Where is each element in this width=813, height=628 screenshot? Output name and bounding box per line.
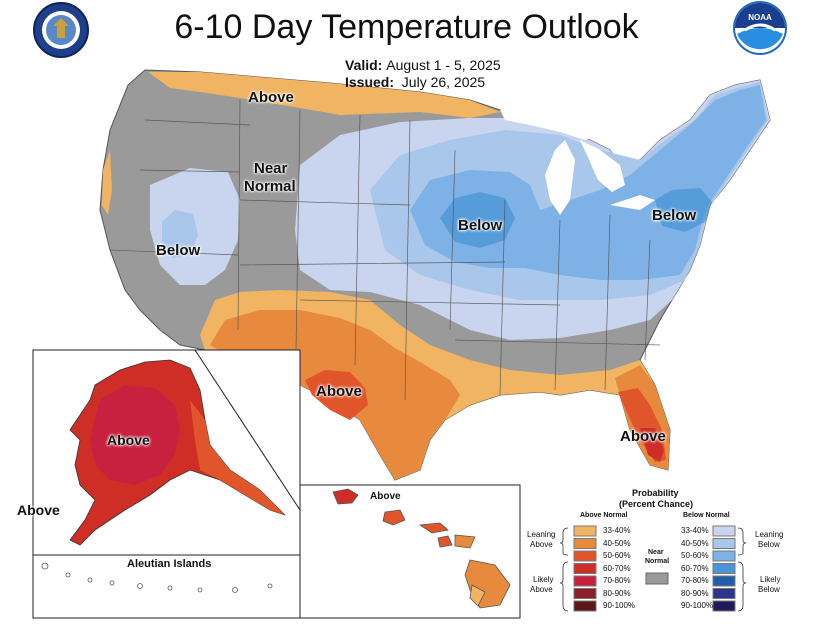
legend-near-2: Normal — [645, 558, 670, 565]
inset-connector — [194, 349, 301, 511]
legend-above-swatch-0 — [573, 525, 597, 537]
legend-above-label-0: 33-40% — [603, 526, 631, 535]
legend-above-label-2: 50-60% — [603, 551, 631, 560]
legend-below-label-4: 70-80% — [681, 576, 709, 585]
legend-below-swatch-6 — [712, 600, 736, 612]
legend-leaning-above-1: Leaning — [527, 530, 556, 539]
legend-likely-below-2: Below — [758, 585, 780, 594]
valid-label: Valid: — [345, 57, 383, 73]
label-above-alaska-outside: Above — [17, 502, 60, 518]
issued-date-line: Issued: July 26, 2025 — [345, 74, 485, 90]
legend-above-swatch-6 — [573, 600, 597, 612]
legend-below-label-5: 80-90% — [681, 588, 709, 598]
legend-below-swatch-5 — [712, 588, 736, 599]
hawaii-islands — [332, 488, 511, 609]
above-cal-coast-region — [102, 150, 112, 215]
label-above-texas: Above — [316, 383, 362, 400]
above-south-region-40 — [210, 310, 670, 480]
legend-below-label-6: 90-100% — [681, 601, 714, 610]
legend-below-swatch-0 — [712, 525, 736, 537]
state-boundaries — [109, 99, 661, 401]
alaska-above-region-50 — [190, 400, 285, 515]
label-above-florida: Above — [620, 428, 666, 445]
legend-above-label-5: 80-90% — [603, 588, 631, 598]
legend-above-swatch-5 — [573, 588, 597, 599]
legend-below-swatch-2 — [712, 550, 736, 562]
noaa-logo-text: NOAA — [748, 13, 772, 22]
label-near-normal: Near — [254, 160, 287, 178]
valid-date-line: Valid: August 1 - 5, 2025 — [345, 57, 501, 73]
legend-above-label-3: 60-70% — [603, 563, 631, 573]
seal-icon — [33, 2, 89, 58]
legend-above-swatch-4 — [573, 575, 597, 587]
aleutian-inset-frame — [32, 554, 301, 619]
legend-title-2: (Percent Chance) — [619, 499, 694, 509]
legend-above-swatch-2 — [573, 550, 597, 562]
legend-likely-above-1: Likely — [533, 575, 554, 584]
legend-above-swatches — [573, 525, 597, 612]
legend-likely-below-1: Likely — [760, 575, 781, 584]
label-above-alaska: Above — [107, 432, 150, 448]
legend-below-header: Below Normal — [683, 512, 730, 519]
legend-below-label-0: 33-40% — [681, 526, 709, 535]
alaska-above-region-70 — [90, 385, 180, 485]
legend-below-swatch-4 — [712, 575, 736, 587]
legend-below-swatch-1 — [712, 538, 736, 549]
legend-near-swatch — [645, 572, 669, 585]
legend-leaning-above-2: Above — [530, 540, 553, 549]
legend-above-header: Above Normal — [580, 512, 628, 519]
legend-below-label-1: 40-50% — [681, 538, 709, 548]
legend-below-swatches — [712, 525, 736, 612]
below-northeast-core — [655, 188, 712, 232]
aleutian-islands — [41, 562, 273, 593]
legend-below-label-3: 60-70% — [681, 563, 709, 573]
label-near-normal-line1: Near — [254, 160, 288, 177]
label-above-hawaii: Above — [370, 491, 401, 502]
legend-below-label-2: 50-60% — [681, 551, 709, 560]
legend-above-label-4: 70-80% — [603, 576, 631, 585]
below-midwest-core — [440, 192, 515, 248]
label-below-midwest: Below — [458, 217, 503, 234]
great-lakes — [500, 110, 655, 215]
legend-above-swatch-3 — [573, 563, 597, 574]
legend-leaning-below-2: Below — [758, 540, 780, 549]
legend-braces — [559, 527, 747, 612]
label-below-west: Below — [156, 242, 201, 259]
above-north-region — [148, 72, 500, 118]
legend-above-label-1: 40-50% — [603, 538, 631, 548]
page-title: 6-10 Day Temperature Outlook — [174, 8, 639, 46]
below-west-core — [162, 210, 198, 258]
label-below-northeast: Below — [652, 207, 697, 224]
label-near-normal-2: Normal — [244, 178, 296, 195]
legend-below-swatch-3 — [712, 563, 736, 574]
issued-label: Issued: — [345, 74, 395, 90]
above-texas-region-50 — [305, 370, 368, 420]
legend-above-label-6: 90-100% — [603, 601, 636, 610]
legend-likely-above-2: Above — [530, 585, 553, 594]
legend-title-1: Probability — [632, 488, 679, 498]
noaa-logo-icon: NOAA — [733, 1, 787, 55]
legend-leaning-below-1: Leaning — [755, 530, 784, 539]
above-florida-region-60 — [640, 428, 664, 462]
legend-above-swatch-1 — [573, 538, 597, 549]
issued-value: July 26, 2025 — [401, 74, 486, 90]
legend-near-1: Near — [648, 549, 664, 556]
label-above-north: Above — [248, 89, 294, 106]
valid-value: August 1 - 5, 2025 — [386, 57, 501, 73]
label-aleutian-islands: Aleutian Islands — [127, 558, 212, 570]
